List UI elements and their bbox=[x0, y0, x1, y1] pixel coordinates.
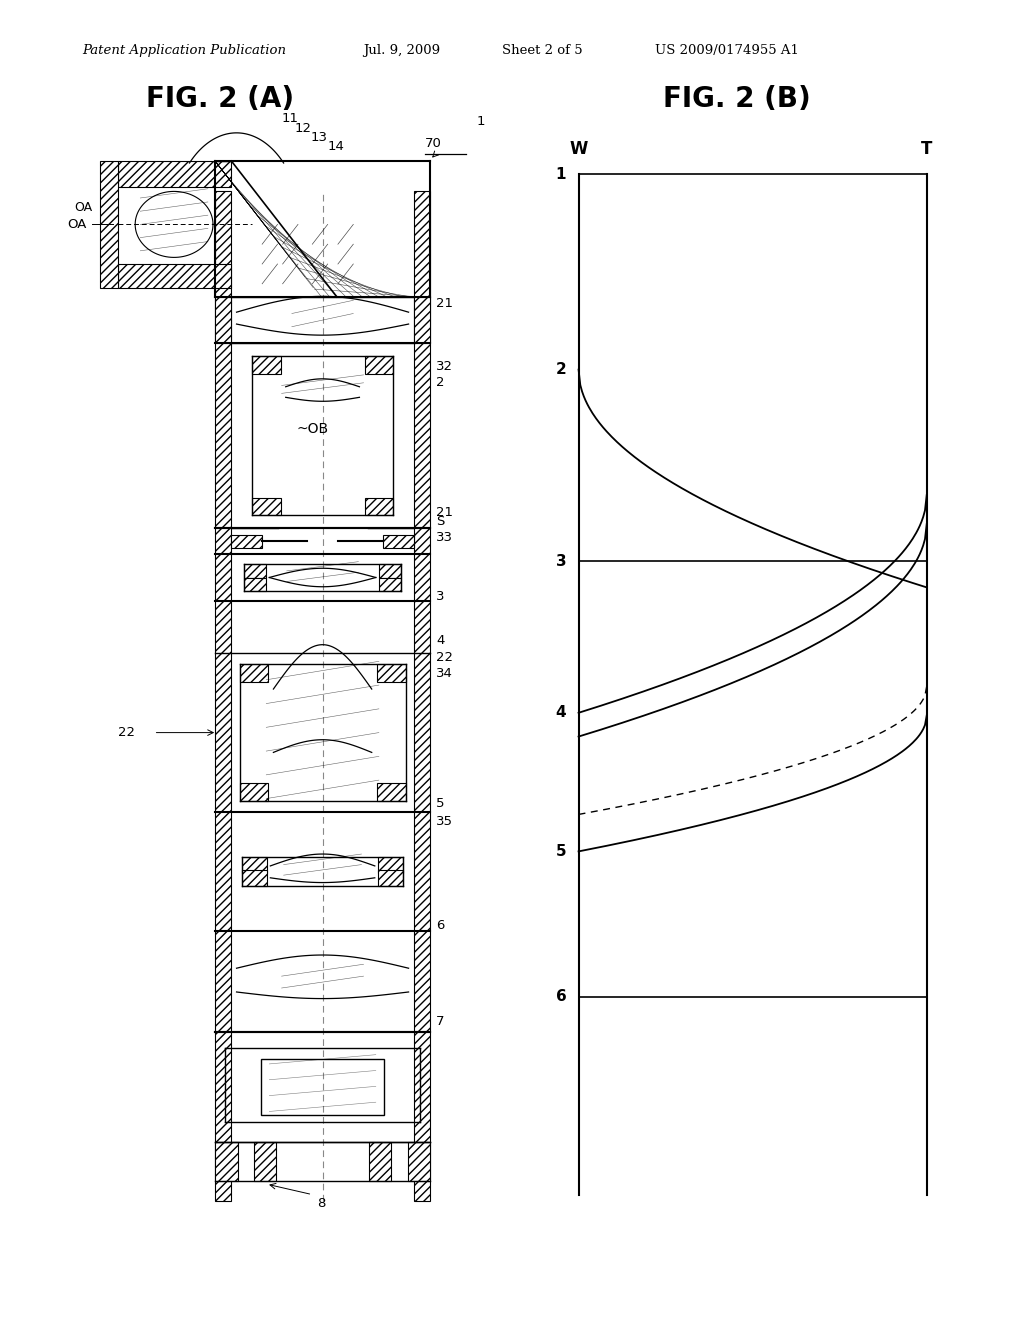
Text: Patent Application Publication: Patent Application Publication bbox=[82, 44, 286, 57]
Text: ~OB: ~OB bbox=[296, 422, 329, 436]
Text: 70: 70 bbox=[425, 137, 441, 150]
Text: 8: 8 bbox=[317, 1197, 326, 1210]
Text: T: T bbox=[921, 140, 933, 158]
Bar bbox=[408, 1142, 430, 1181]
Bar bbox=[118, 264, 231, 288]
Text: 2: 2 bbox=[436, 376, 444, 389]
Text: 13: 13 bbox=[310, 131, 328, 144]
Text: 33: 33 bbox=[436, 531, 454, 544]
Text: 14: 14 bbox=[328, 140, 344, 153]
Text: Jul. 9, 2009: Jul. 9, 2009 bbox=[364, 44, 440, 57]
Text: 22: 22 bbox=[436, 651, 454, 664]
Text: 21: 21 bbox=[436, 506, 454, 519]
Text: 1: 1 bbox=[556, 166, 566, 182]
Bar bbox=[377, 664, 406, 682]
Text: 4: 4 bbox=[556, 705, 566, 721]
Bar bbox=[252, 498, 281, 515]
Text: Sheet 2 of 5: Sheet 2 of 5 bbox=[502, 44, 583, 57]
Bar bbox=[244, 578, 266, 591]
Text: W: W bbox=[569, 140, 588, 158]
Bar bbox=[377, 783, 406, 801]
Text: 11: 11 bbox=[282, 112, 299, 125]
Text: FIG. 2 (B): FIG. 2 (B) bbox=[664, 84, 811, 114]
Text: 3: 3 bbox=[556, 553, 566, 569]
Bar bbox=[215, 297, 231, 343]
Bar bbox=[231, 535, 262, 548]
Text: 7: 7 bbox=[436, 1015, 444, 1028]
Bar bbox=[240, 664, 268, 682]
Text: 6: 6 bbox=[436, 919, 444, 932]
Text: US 2009/0174955 A1: US 2009/0174955 A1 bbox=[655, 44, 800, 57]
Text: 5: 5 bbox=[436, 797, 444, 810]
Text: 3: 3 bbox=[436, 590, 444, 603]
Text: 34: 34 bbox=[436, 667, 453, 680]
Text: 12: 12 bbox=[295, 121, 312, 135]
Bar bbox=[100, 161, 118, 288]
Text: OA: OA bbox=[68, 218, 87, 231]
Text: FIG. 2 (A): FIG. 2 (A) bbox=[146, 84, 294, 114]
Bar bbox=[365, 498, 393, 515]
Bar bbox=[215, 1142, 238, 1181]
Text: S: S bbox=[436, 515, 444, 528]
Bar bbox=[378, 857, 403, 873]
Text: 21: 21 bbox=[436, 297, 454, 310]
Bar bbox=[378, 870, 403, 886]
Bar bbox=[383, 535, 414, 548]
Bar bbox=[365, 356, 393, 374]
Text: 22: 22 bbox=[118, 726, 135, 739]
Bar bbox=[252, 356, 281, 374]
Text: 2: 2 bbox=[556, 362, 566, 378]
Bar bbox=[414, 191, 430, 1201]
Bar bbox=[369, 1142, 391, 1181]
Bar bbox=[240, 783, 268, 801]
Bar bbox=[414, 297, 430, 343]
Bar bbox=[215, 191, 231, 1201]
Text: 6: 6 bbox=[556, 989, 566, 1005]
Text: 1: 1 bbox=[476, 115, 484, 128]
Text: 35: 35 bbox=[436, 814, 454, 828]
Bar bbox=[118, 161, 231, 187]
Bar bbox=[244, 565, 266, 578]
Bar bbox=[379, 578, 401, 591]
Text: OA: OA bbox=[74, 201, 92, 214]
Text: 5: 5 bbox=[556, 843, 566, 859]
Text: 32: 32 bbox=[436, 360, 454, 374]
Bar bbox=[254, 1142, 276, 1181]
Bar bbox=[242, 857, 267, 873]
Bar bbox=[242, 870, 267, 886]
Text: 4: 4 bbox=[436, 634, 444, 647]
Bar bbox=[379, 565, 401, 578]
Bar bbox=[261, 1059, 384, 1115]
